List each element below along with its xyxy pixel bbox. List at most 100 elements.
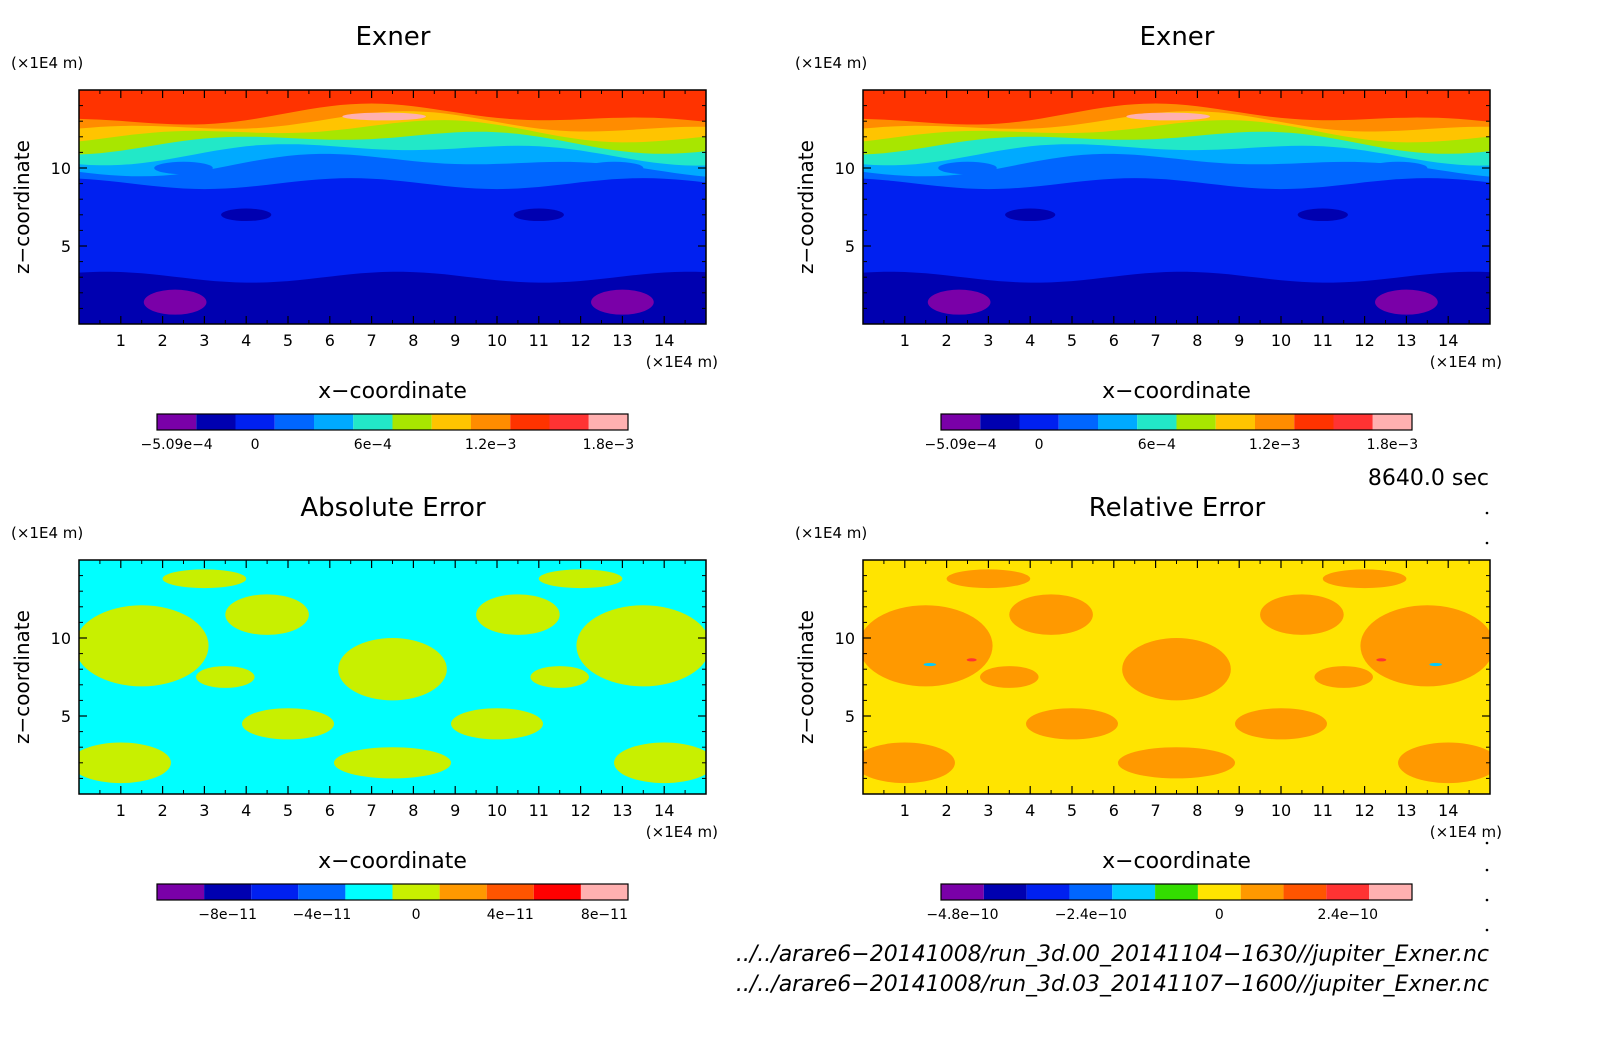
y-unit-label: (×1E4 m) [795, 524, 867, 542]
colorbar-frame [940, 883, 1413, 901]
contour-region [1322, 569, 1407, 589]
y-axis-label: z−coordinate [10, 140, 34, 274]
chart-panel-3: Absolute Error(×1E4 m)(×1E4 m)1 2 3 4 5 6 7 8 9 1… [10, 493, 718, 923]
x-tick-label: 8 [1192, 801, 1202, 820]
colorbar-swatch [1137, 414, 1177, 430]
plot-area [863, 560, 1490, 794]
colorbar-swatch [1026, 884, 1070, 900]
colorbar-swatch [580, 884, 628, 900]
x-tick-label: 4 [1025, 801, 1035, 820]
contour-region [79, 605, 209, 687]
contour-region [338, 638, 447, 701]
x-tick-label: 14 [1438, 331, 1458, 350]
colorbar-swatch [1197, 884, 1241, 900]
contour-region [863, 742, 955, 784]
y-tick-label: 5 [845, 707, 855, 726]
x-tick-label: 8 [408, 331, 418, 350]
x-tick-label: 3 [199, 801, 209, 820]
y-tick-label: 10 [51, 159, 71, 178]
x-tick-label: 7 [367, 801, 377, 820]
colorbar-swatch [983, 884, 1027, 900]
x-tick-label: 3 [983, 801, 993, 820]
x-tick-label: 11 [529, 801, 549, 820]
y-unit-label: (×1E4 m) [795, 54, 867, 72]
source-file-2: ../../arare6−20141008/run_3d.03_20141107… [735, 972, 1489, 997]
x-tick-label: 2 [942, 331, 952, 350]
colorbar-label: 1.2e−3 [1249, 437, 1301, 453]
contour-region [1398, 742, 1490, 784]
contour-region [938, 161, 997, 175]
colorbar-swatch [392, 414, 432, 430]
x-tick-label: 12 [1354, 331, 1374, 350]
contour-region [342, 112, 426, 121]
x-tick-label: 6 [1109, 331, 1119, 350]
colorbar-swatch [549, 414, 589, 430]
colorbar-swatch [486, 884, 534, 900]
x-tick-label: 8 [408, 801, 418, 820]
colorbar-label: 0 [1215, 907, 1224, 923]
y-tick-label: 5 [61, 237, 71, 256]
colorbar-swatch [274, 414, 314, 430]
contour-region [591, 289, 654, 315]
x-tick-label: 4 [1025, 331, 1035, 350]
x-tick-label: 11 [1313, 801, 1333, 820]
colorbar-label: 1.8e−3 [583, 437, 635, 453]
contour-region [1117, 747, 1236, 779]
colorbar-swatch [533, 884, 581, 900]
contour-region [1360, 605, 1490, 687]
x-tick-label: 5 [1067, 331, 1077, 350]
contour-region [1314, 666, 1373, 688]
colorbar-swatch [941, 884, 984, 900]
x-tick-label: 6 [325, 331, 335, 350]
contour-region [1297, 208, 1348, 222]
colorbar-frame [156, 413, 629, 431]
x-tick-label: 4 [241, 331, 251, 350]
contour-region [221, 208, 272, 222]
x-tick-label: 12 [1354, 801, 1374, 820]
contour-region [1368, 161, 1428, 175]
source-file-1: ../../arare6−20141008/run_3d.00_20141104… [735, 942, 1489, 967]
x-tick-label: 6 [325, 801, 335, 820]
contour-region [530, 666, 589, 688]
x-tick-label: 2 [942, 801, 952, 820]
x-tick-label: 5 [283, 801, 293, 820]
colorbar-swatch [1112, 884, 1156, 900]
colorbar-label: 0 [1035, 437, 1044, 453]
contour-region [154, 161, 213, 175]
colorbar-swatch [588, 414, 628, 430]
contour-region [1009, 594, 1093, 635]
contour-region [538, 569, 623, 589]
x-tick-label: 10 [1271, 801, 1291, 820]
contour-region [980, 666, 1039, 688]
contour-region [576, 605, 706, 687]
margin-dot [1485, 511, 1489, 515]
time-label: 8640.0 sec [1367, 466, 1489, 491]
colorbar-label: 2.4e−10 [1318, 907, 1378, 923]
contour-region [451, 708, 543, 740]
contour-region [1126, 112, 1210, 121]
x-tick-label: 7 [367, 331, 377, 350]
x-tick-label: 14 [1438, 801, 1458, 820]
contour-region [476, 594, 560, 635]
colorbar-swatch [1283, 884, 1327, 900]
contour-region [79, 742, 171, 784]
contour-region [1005, 208, 1056, 222]
x-tick-label: 8 [1192, 331, 1202, 350]
contour-region [927, 289, 991, 315]
colorbar-swatch [235, 414, 275, 430]
x-unit-label: (×1E4 m) [646, 823, 718, 841]
colorbar-swatch [439, 884, 487, 900]
colorbar-label: −2.4e−10 [1055, 907, 1127, 923]
contour-region [1375, 289, 1438, 315]
y-tick-label: 10 [51, 629, 71, 648]
colorbar-swatch [1058, 414, 1098, 430]
x-unit-label: (×1E4 m) [1430, 823, 1502, 841]
contour-region [1235, 708, 1327, 740]
chart-panel-2: Exner(×1E4 m)(×1E4 m)1 2 3 4 5 6 7 8 9 10 11 12 13 14… [794, 22, 1502, 453]
y-axis-label: z−coordinate [794, 140, 818, 274]
x-tick-label: 12 [570, 331, 590, 350]
y-unit-label: (×1E4 m) [11, 524, 83, 542]
contour-region [1026, 708, 1118, 740]
contour-region [584, 161, 644, 175]
